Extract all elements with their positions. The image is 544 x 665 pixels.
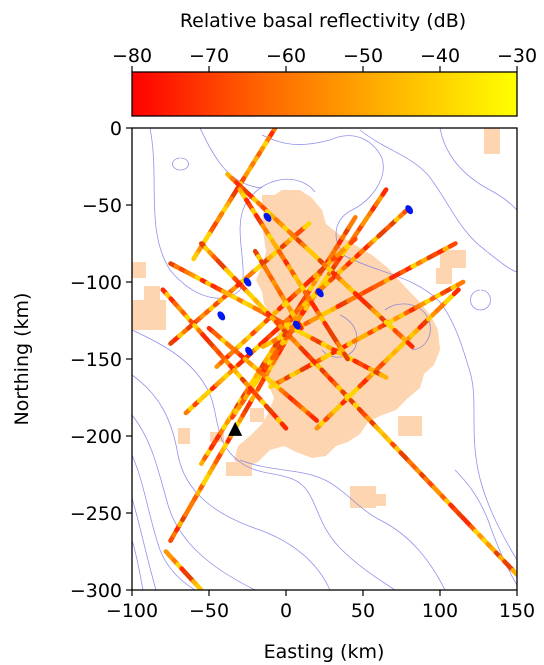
flight-track [163,549,204,590]
track-segment [302,221,312,230]
track-segment [349,215,358,225]
track-segment [447,241,458,249]
low-reflectivity-point [245,346,253,356]
flight-track [168,261,389,380]
y-tick-label: 0 [110,118,122,140]
track-segment [195,583,204,590]
low-reflectivity-point [217,311,226,321]
y-axis: 0 −50 −100 −150 −200 −250 −300 [70,118,132,602]
x-tick-label: 0 [280,600,292,622]
low-reflectivity-point [292,320,301,330]
track-segment [510,567,517,577]
colorbar-tick-label: −60 [266,45,306,67]
track-segment [191,251,200,262]
y-axis-label: Northing (km) [11,293,33,426]
flight-track [252,248,304,331]
low-reflectivity-point [263,212,272,222]
track-segment [455,279,466,288]
x-axis-label: Easting (km) [264,641,385,663]
track-segment [279,421,289,431]
low-reflectivity-point [243,277,252,287]
flight-track [206,325,320,423]
site-marker [228,421,243,436]
flight-track [237,187,350,362]
y-tick-label: −200 [70,426,122,448]
x-tick-label: 50 [351,600,375,622]
triangle-marker [228,421,243,436]
y-tick-label: −50 [82,195,122,217]
plot-area [131,127,518,591]
low-reflectivity-point [315,288,324,298]
y-tick-label: −300 [70,580,122,602]
x-tick-label: 100 [422,600,458,622]
colorbar: Relative basal reflectivity (dB) −80 −70−… [112,10,537,117]
flight-tracks [160,128,517,590]
y-tick-label: −100 [70,272,122,294]
low-reflectivity-point [405,205,414,215]
x-tick-label: −100 [106,600,158,622]
colorbar-tick-label: −70 [189,45,229,67]
track-segment [378,372,389,380]
colorbar-bar [131,71,518,117]
track-segment [310,414,320,423]
flight-track [225,171,415,349]
track-segment [451,287,461,297]
track-segment [405,340,415,349]
x-tick-label: 150 [499,600,535,622]
track-segment [348,236,358,246]
flight-track [160,287,289,431]
x-tick-label: −50 [189,600,229,622]
x-axis: −100 −50 0 50 100 150 [106,590,535,622]
colorbar-tick-label: −80 [112,45,152,67]
track-segment [342,351,350,362]
flight-track [199,241,517,577]
colorbar-ticks: −80 −70 −60 −50 −40 −30 [112,45,537,72]
y-tick-label: −150 [70,349,122,371]
low-reflectivity-points [217,205,414,356]
flight-track [183,205,412,416]
track-segment [380,187,389,197]
flight-track [191,128,278,262]
colorbar-tick-label: −50 [343,45,383,67]
y-tick-label: −250 [70,503,122,525]
colorbar-tick-label: −30 [497,45,537,67]
colorbar-tick-label: −40 [420,45,460,67]
colorbar-label: Relative basal reflectivity (dB) [180,10,466,32]
